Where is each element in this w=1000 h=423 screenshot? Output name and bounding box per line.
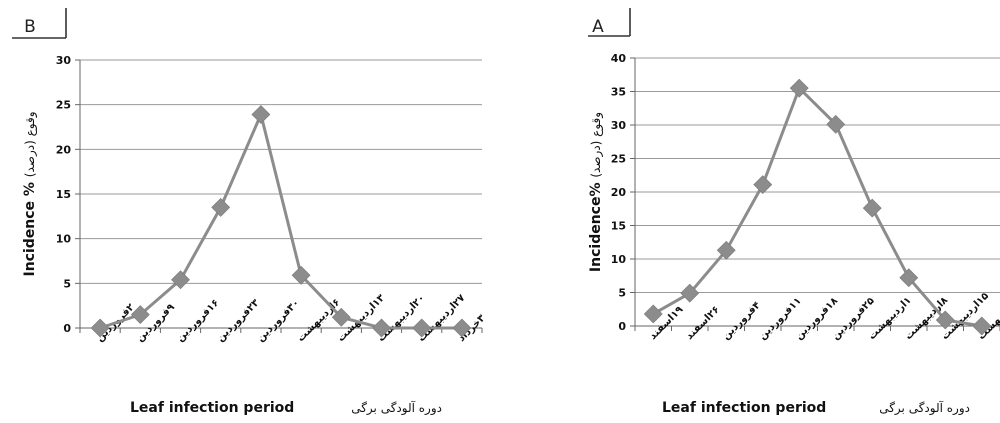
data-point-marker — [826, 114, 846, 134]
y-tick-label: 35 — [611, 86, 626, 99]
panel-letter: B — [24, 17, 36, 37]
y-tick-label: 20 — [611, 186, 627, 199]
data-point-marker — [789, 78, 809, 98]
data-point-marker — [452, 318, 472, 338]
y-tick-label: 5 — [63, 277, 71, 290]
x-tick-label: ۴فروردین — [721, 300, 763, 342]
data-point-marker — [251, 105, 271, 124]
data-point-marker — [331, 307, 351, 327]
y-tick-label: 10 — [56, 233, 72, 246]
y-axis-title-en: Incidence% — [588, 178, 604, 272]
y-axis-title-fa: وقوع (درصد) — [23, 111, 38, 177]
y-tick-label: 5 — [618, 287, 626, 300]
y-tick-label: 30 — [611, 119, 627, 132]
series-line — [652, 85, 983, 328]
x-axis-title-en: Leaf infection period — [130, 400, 294, 416]
y-axis-title-fa: وقوع (درصد) — [589, 112, 604, 178]
y-tick-label: 10 — [611, 253, 627, 266]
data-point-marker — [899, 268, 919, 288]
chart-panel-b: B051015202530۲فروردین۹فروردین۱۶فروردین۲۳… — [12, 8, 488, 416]
x-axis-title-fa: دوره آلودگی برگی — [351, 400, 442, 416]
data-point-marker — [90, 318, 110, 338]
data-point-marker — [171, 270, 190, 290]
series-line — [99, 109, 462, 330]
data-point-marker — [412, 318, 432, 338]
y-tick-label: 0 — [63, 322, 71, 335]
y-tick-label: 25 — [611, 153, 626, 166]
x-tick-label: ۲۳فروردین — [215, 298, 262, 345]
panel-letter: A — [592, 17, 604, 37]
y-tick-label: 15 — [611, 220, 626, 233]
data-point-marker — [372, 318, 391, 338]
y-axis-title-en: Incidence % — [22, 177, 38, 276]
y-axis-title: Incidence% وقوع (درصد) — [588, 112, 604, 272]
data-point-marker — [211, 197, 231, 217]
data-point-marker — [291, 265, 311, 285]
data-point-marker — [716, 240, 736, 260]
data-point-marker — [972, 316, 992, 336]
data-point-marker — [862, 198, 882, 218]
y-tick-label: 15 — [56, 188, 71, 201]
x-axis-title-en: Leaf infection period — [662, 400, 826, 416]
y-tick-label: 25 — [56, 99, 71, 112]
data-point-marker — [753, 175, 773, 195]
data-point-marker — [935, 310, 955, 330]
data-point-marker — [130, 305, 150, 325]
x-tick-label: ۲۶اسفند — [684, 304, 722, 342]
data-point-marker — [680, 283, 700, 303]
x-tick-label: ۳۰فروردین — [255, 298, 302, 345]
y-tick-label: 0 — [618, 320, 626, 333]
data-point-marker — [643, 304, 663, 324]
y-tick-label: 30 — [56, 54, 72, 67]
y-tick-label: 20 — [56, 143, 72, 156]
x-axis-title-fa: دوره آلودگی برگی — [879, 400, 970, 416]
y-axis-title: Incidence % وقوع (درصد) — [22, 111, 38, 276]
chart-panel-a: A0510152025303540۱۹اسفند۲۶اسفند۴فروردین۱… — [588, 8, 1000, 416]
y-tick-label: 40 — [611, 52, 627, 65]
